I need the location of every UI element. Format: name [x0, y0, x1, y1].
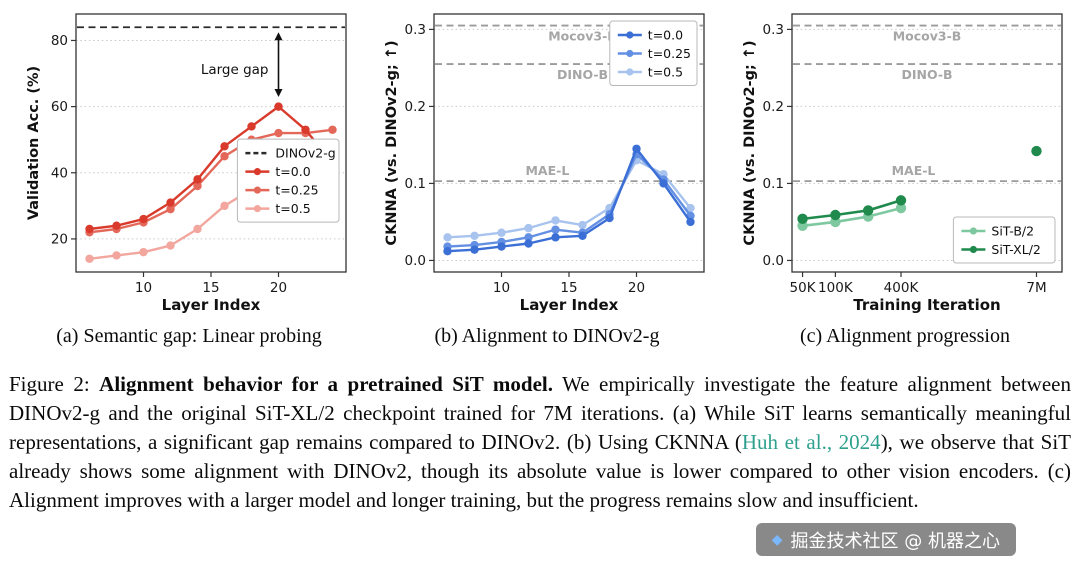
caption-text-2: ), we observe that SiT already shows som…	[9, 430, 1071, 512]
svg-text:0.1: 0.1	[405, 176, 426, 192]
caption-bold-title: Alignment behavior for a pretrained SiT …	[99, 372, 553, 396]
citation-huh-2024[interactable]: Huh et al., 2024	[741, 430, 881, 454]
svg-text:400K: 400K	[884, 280, 920, 296]
svg-text:MAE-L: MAE-L	[892, 163, 936, 178]
svg-text:10: 10	[493, 280, 510, 296]
subcaption-c: (c) Alignment progression	[800, 325, 1010, 347]
svg-text:DINOv2-g: DINOv2-g	[275, 146, 335, 161]
svg-text:Layer Index: Layer Index	[520, 296, 619, 314]
svg-text:10: 10	[135, 280, 152, 296]
svg-text:0.2: 0.2	[405, 99, 426, 115]
svg-text:Mocov3-B: Mocov3-B	[893, 29, 962, 44]
svg-text:80: 80	[51, 33, 68, 49]
svg-text:t=0.25: t=0.25	[648, 46, 691, 61]
svg-text:0.3: 0.3	[405, 22, 426, 38]
svg-text:20: 20	[270, 280, 287, 296]
svg-text:60: 60	[51, 99, 68, 115]
svg-text:Large gap: Large gap	[201, 62, 269, 78]
svg-text:SiT-B/2: SiT-B/2	[991, 224, 1034, 239]
svg-text:20: 20	[628, 280, 645, 296]
chart-b-cknna-alignment: Mocov3-B DINO-B MAE-L 10 15 20 0.0 0.1 0.2 0.3 Lay…	[384, 13, 705, 314]
chart-panel-b: Mocov3-B DINO-B MAE-L 10 15 20 0.0 0.1 0.2 0.3 Lay…	[382, 4, 712, 348]
chart-c-alignment-progression: Mocov3-B DINO-B MAE-L 50K 100K 400K 7M 0.0 0.1 0.…	[742, 13, 1063, 314]
svg-text:0.2: 0.2	[763, 99, 784, 115]
chart-panel-c: Mocov3-B DINO-B MAE-L 50K 100K 400K 7M 0.0 0.1 0.…	[740, 4, 1070, 348]
svg-text:0.0: 0.0	[763, 253, 784, 269]
svg-text:0.0: 0.0	[405, 253, 426, 269]
svg-text:t=0.5: t=0.5	[275, 201, 310, 216]
svg-text:t=0.0: t=0.0	[648, 28, 683, 43]
svg-text:CKNNA (vs. DINOv2-g; ↑): CKNNA (vs. DINOv2-g; ↑)	[742, 40, 758, 245]
svg-text:7M: 7M	[1026, 280, 1046, 296]
svg-text:Training Iteration: Training Iteration	[853, 296, 1000, 314]
svg-text:20: 20	[51, 231, 68, 247]
svg-text:t=0.0: t=0.0	[275, 164, 310, 179]
figure-2-charts: 10 15 20 20 40 60 80 Layer Index Validation Acc.…	[24, 4, 1070, 348]
caption-figure-label: Figure 2:	[9, 372, 100, 396]
svg-text:15: 15	[202, 280, 219, 296]
svg-text:SiT-XL/2: SiT-XL/2	[991, 242, 1040, 257]
subcaption-b: (b) Alignment to DINOv2-g	[434, 325, 660, 347]
caption-text-1: We empirically investigate the feature a…	[9, 372, 1071, 454]
chart-panel-a: 10 15 20 20 40 60 80 Layer Index Validation Acc.…	[24, 4, 354, 348]
svg-text:15: 15	[560, 280, 577, 296]
svg-text:t=0.25: t=0.25	[275, 183, 318, 198]
watermark: ◆ 掘金技术社区 @ 机器之心	[755, 523, 1016, 556]
figure-caption: Figure 2: Alignment behavior for a pretr…	[9, 370, 1071, 515]
juejin-gem-icon: ◆	[771, 531, 783, 548]
svg-text:50K: 50K	[790, 280, 817, 296]
svg-text:t=0.5: t=0.5	[648, 65, 683, 80]
subcaption-a: (a) Semantic gap: Linear probing	[56, 325, 322, 347]
svg-text:DINO-B: DINO-B	[557, 67, 608, 82]
svg-text:0.1: 0.1	[763, 176, 784, 192]
svg-text:MAE-L: MAE-L	[525, 163, 569, 178]
svg-text:DINO-B: DINO-B	[901, 67, 952, 82]
svg-text:Layer Index: Layer Index	[162, 296, 261, 314]
svg-text:Mocov3-B: Mocov3-B	[548, 29, 617, 44]
svg-text:40: 40	[51, 165, 68, 181]
watermark-text: 掘金技术社区 @ 机器之心	[790, 530, 1000, 552]
svg-text:0.3: 0.3	[763, 22, 784, 38]
svg-text:100K: 100K	[818, 280, 854, 296]
chart-a-linear-probing: 10 15 20 20 40 60 80 Layer Index Validation Acc.…	[26, 13, 347, 314]
svg-text:CKNNA (vs. DINOv2-g; ↑): CKNNA (vs. DINOv2-g; ↑)	[384, 40, 400, 245]
svg-text:Validation Acc. (%): Validation Acc. (%)	[26, 66, 42, 220]
